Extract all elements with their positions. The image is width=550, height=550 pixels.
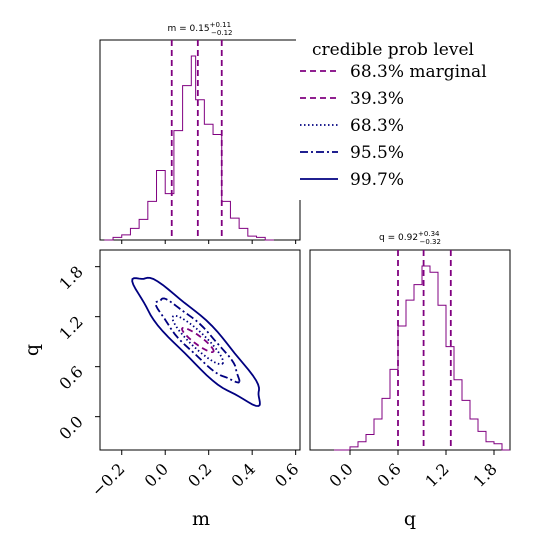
legend-label-4: 99.7% (350, 170, 404, 190)
m-title-sup: +0.11 (210, 21, 231, 29)
joint-frame (99, 249, 301, 451)
legend-label-1: 39.3% (350, 89, 404, 109)
joint-xtick-label-2: 0.2 (184, 459, 215, 490)
legend-entries: 68.3% marginal 39.3% 68.3% 95.5% 99.7% (300, 62, 487, 190)
m-marginal-frame (99, 39, 301, 241)
joint-ytick-label-0: 0.0 (55, 412, 86, 443)
q-xtick-label-2: 1.2 (421, 459, 452, 490)
q-xtick-label-0: 0.0 (325, 459, 356, 490)
joint-xticks: −0.2 0.0 0.2 0.4 0.6 (88, 450, 302, 500)
legend-label-0: 68.3% marginal (350, 62, 487, 82)
q-histogram (334, 265, 510, 451)
q-title-base: q = 0.92 (379, 233, 418, 243)
q-title-sup: +0.34 (418, 230, 440, 238)
joint-ytick-label-2: 1.2 (55, 312, 86, 343)
m-quantile-lines (170, 40, 223, 240)
m-histogram (104, 55, 274, 241)
q-title-sub: −0.32 (420, 238, 441, 246)
x-axis-label-q: q (404, 508, 416, 530)
x-axis-label-m: m (192, 508, 210, 530)
joint-contours (131, 276, 261, 407)
m-marginal-xticks (121, 240, 297, 244)
legend: credible prob level 68.3% marginal39.3%6… (296, 34, 506, 200)
contour-95-5pct (154, 297, 241, 384)
joint-ytick-label-1: 0.6 (55, 362, 86, 393)
joint-ytick-label-3: 1.8 (55, 262, 86, 293)
q-histogram-step (334, 265, 510, 451)
joint-xtick-label-0: −0.2 (88, 459, 129, 500)
legend-title: credible prob level (312, 40, 474, 60)
contour-68-3pct (171, 314, 225, 366)
joint-xtick-label-3: 0.4 (228, 459, 259, 490)
m-histogram-step (104, 55, 274, 241)
joint-panel: −0.2 0.0 0.2 0.4 0.6 0.00.61.21.8 m q (21, 249, 302, 530)
q-xticks: 0.0 0.6 1.2 1.8 (325, 450, 501, 491)
legend-label-3: 95.5% (350, 143, 404, 163)
q-marginal-title: q = 0.92+0.34 −0.32 (379, 230, 441, 246)
q-marginal-frame (309, 249, 511, 451)
contour-99-7pct (131, 276, 261, 407)
legend-label-2: 68.3% (350, 116, 404, 136)
q-marginal-panel: 0.0 0.6 1.2 1.8 q q = 0.92+0.34 −0.32 (309, 230, 511, 530)
y-axis-label-q: q (21, 344, 43, 356)
m-marginal-title: m = 0.15+0.11 −0.12 (168, 21, 233, 37)
q-xtick-label-3: 1.8 (469, 459, 500, 490)
legend-background (296, 34, 506, 200)
q-quantile-lines (397, 250, 452, 450)
q-xtick-label-1: 0.6 (373, 459, 404, 490)
m-marginal-panel: m = 0.15+0.11 −0.12 (99, 21, 301, 244)
contour-39-3pct (181, 326, 215, 354)
joint-xtick-label-1: 0.0 (141, 459, 172, 490)
m-title-sub: −0.12 (211, 29, 232, 37)
joint-yticks: 0.0 0.6 1.2 1.8 (55, 262, 100, 443)
m-title-base: m = 0.15 (168, 24, 210, 34)
joint-xtick-label-4: 0.6 (271, 459, 302, 490)
